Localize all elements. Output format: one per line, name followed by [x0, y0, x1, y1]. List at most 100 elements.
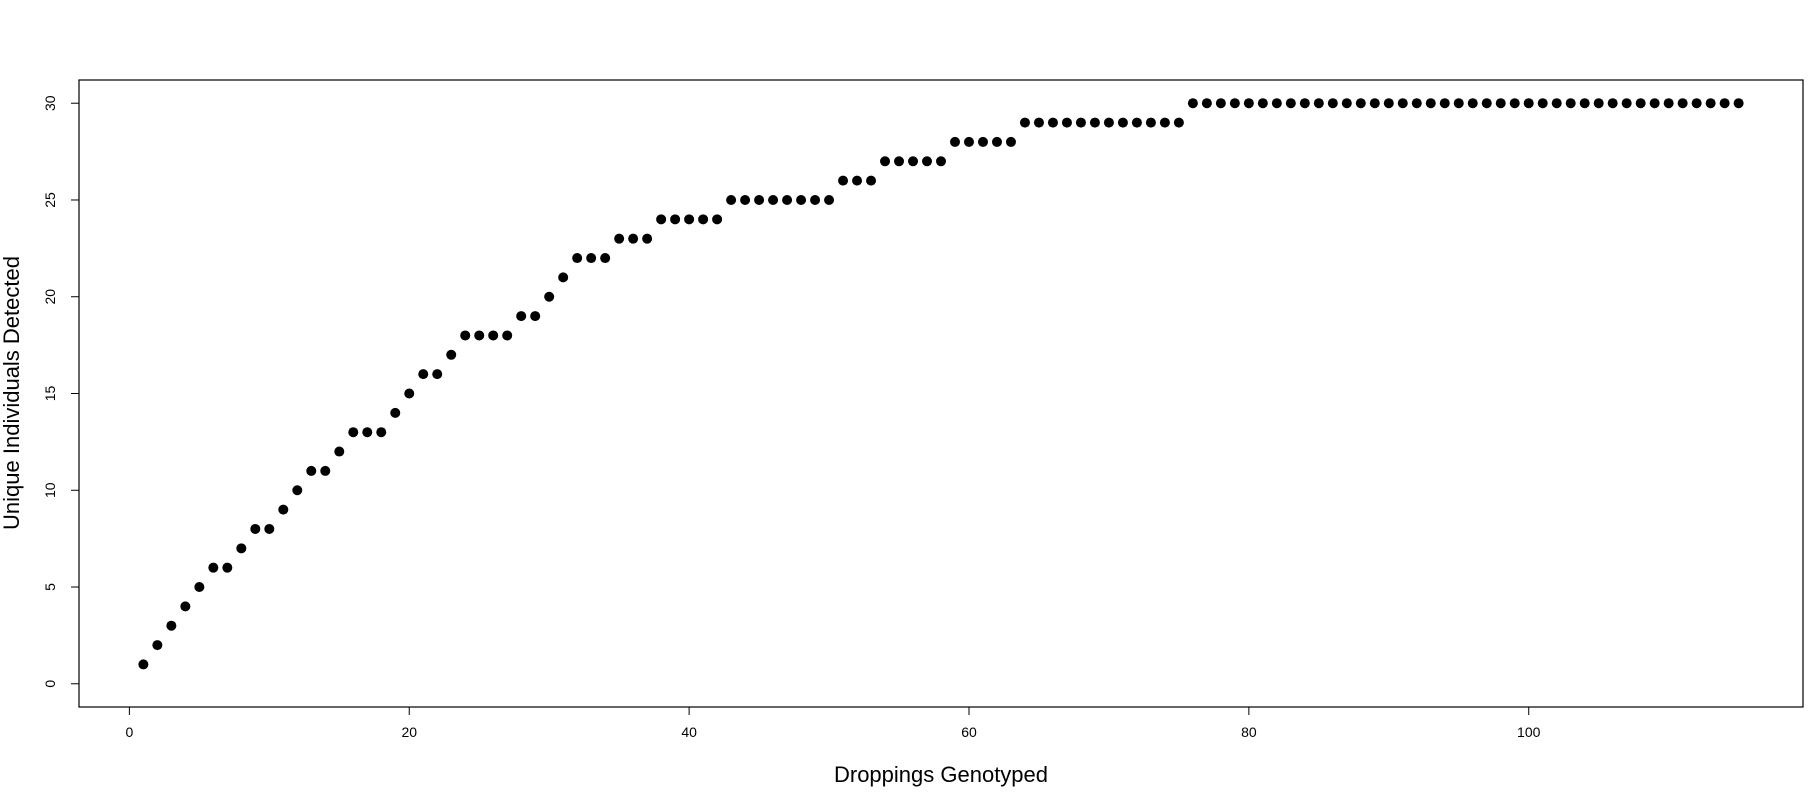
y-tick-label: 0 — [42, 680, 58, 688]
data-point — [236, 543, 247, 554]
data-point — [740, 194, 751, 205]
data-point — [1187, 98, 1198, 109]
x-tick-label: 100 — [1517, 724, 1541, 740]
data-point — [600, 253, 611, 264]
data-point — [1621, 98, 1632, 109]
data-point — [1719, 98, 1730, 109]
data-point — [1383, 98, 1394, 109]
data-point — [1103, 117, 1114, 128]
data-point — [852, 175, 863, 186]
data-point — [1285, 98, 1296, 109]
data-point — [1313, 98, 1324, 109]
data-point — [977, 136, 988, 147]
y-axis-title: Unique Individuals Detected — [0, 256, 24, 530]
data-point — [1593, 98, 1604, 109]
data-point — [1439, 98, 1450, 109]
data-point — [292, 485, 303, 496]
data-point — [1145, 117, 1156, 128]
data-point — [1005, 136, 1016, 147]
x-tick-label: 60 — [961, 724, 977, 740]
x-tick-label: 40 — [681, 724, 697, 740]
data-point — [306, 465, 317, 476]
data-point — [880, 156, 891, 167]
y-tick-label: 15 — [42, 386, 58, 402]
data-point — [1299, 98, 1310, 109]
data-point — [1397, 98, 1408, 109]
data-point — [502, 330, 513, 341]
y-tick-label: 5 — [42, 583, 58, 591]
data-point — [264, 523, 275, 534]
data-point — [1607, 98, 1618, 109]
data-point — [1523, 98, 1534, 109]
data-point — [782, 194, 793, 205]
x-axis: 0 20 40 60 80 100 — [125, 706, 1541, 740]
data-point — [866, 175, 877, 186]
data-point — [726, 194, 737, 205]
data-point — [1565, 98, 1576, 109]
data-point — [1033, 117, 1044, 128]
data-point — [1257, 98, 1268, 109]
data-point — [138, 659, 149, 670]
data-point — [376, 427, 387, 438]
data-point — [1663, 98, 1674, 109]
data-point — [1425, 98, 1436, 109]
data-point — [320, 465, 331, 476]
data-point — [684, 214, 695, 225]
data-point — [558, 272, 569, 283]
x-tick-label: 0 — [125, 724, 133, 740]
data-point — [698, 214, 709, 225]
data-point — [949, 136, 960, 147]
data-point — [894, 156, 905, 167]
data-point — [544, 291, 555, 302]
data-point — [152, 640, 163, 651]
data-point — [1733, 98, 1744, 109]
data-point — [810, 194, 821, 205]
y-tick-label: 10 — [42, 482, 58, 498]
data-point — [1131, 117, 1142, 128]
y-tick-label: 25 — [42, 192, 58, 208]
data-point — [1691, 98, 1702, 109]
x-axis-title: Droppings Genotyped — [834, 762, 1048, 787]
data-point — [656, 214, 667, 225]
data-point — [1579, 98, 1590, 109]
data-point — [1327, 98, 1338, 109]
data-point — [991, 136, 1002, 147]
data-point — [1061, 117, 1072, 128]
data-point — [278, 504, 289, 515]
x-tick-label: 80 — [1241, 724, 1257, 740]
data-point — [166, 620, 177, 631]
data-point — [572, 253, 583, 264]
data-point — [586, 253, 597, 264]
data-point — [1159, 117, 1170, 128]
data-point — [432, 369, 443, 380]
data-point — [1537, 98, 1548, 109]
data-point — [936, 156, 946, 167]
data-point — [488, 330, 499, 341]
data-point — [908, 156, 919, 167]
data-point — [1467, 98, 1478, 109]
data-point — [250, 523, 261, 534]
data-point — [348, 427, 359, 438]
data-point — [1117, 117, 1128, 128]
x-tick-label: 20 — [401, 724, 417, 740]
data-point — [642, 233, 653, 244]
data-point — [1635, 98, 1646, 109]
data-point — [1481, 98, 1492, 109]
data-point — [1369, 98, 1380, 109]
data-point — [1075, 117, 1086, 128]
data-point — [670, 214, 681, 225]
data-point — [334, 446, 345, 457]
data-points — [138, 98, 1744, 670]
data-point — [1243, 98, 1254, 109]
data-point — [1551, 98, 1562, 109]
data-point — [1411, 98, 1422, 109]
y-axis: 0 5 10 15 20 25 30 — [42, 95, 80, 688]
data-point — [1677, 98, 1688, 109]
data-point — [362, 427, 373, 438]
data-point — [404, 388, 415, 399]
data-point — [1271, 98, 1282, 109]
data-point — [796, 194, 807, 205]
data-point — [768, 194, 779, 205]
data-point — [1215, 98, 1226, 109]
